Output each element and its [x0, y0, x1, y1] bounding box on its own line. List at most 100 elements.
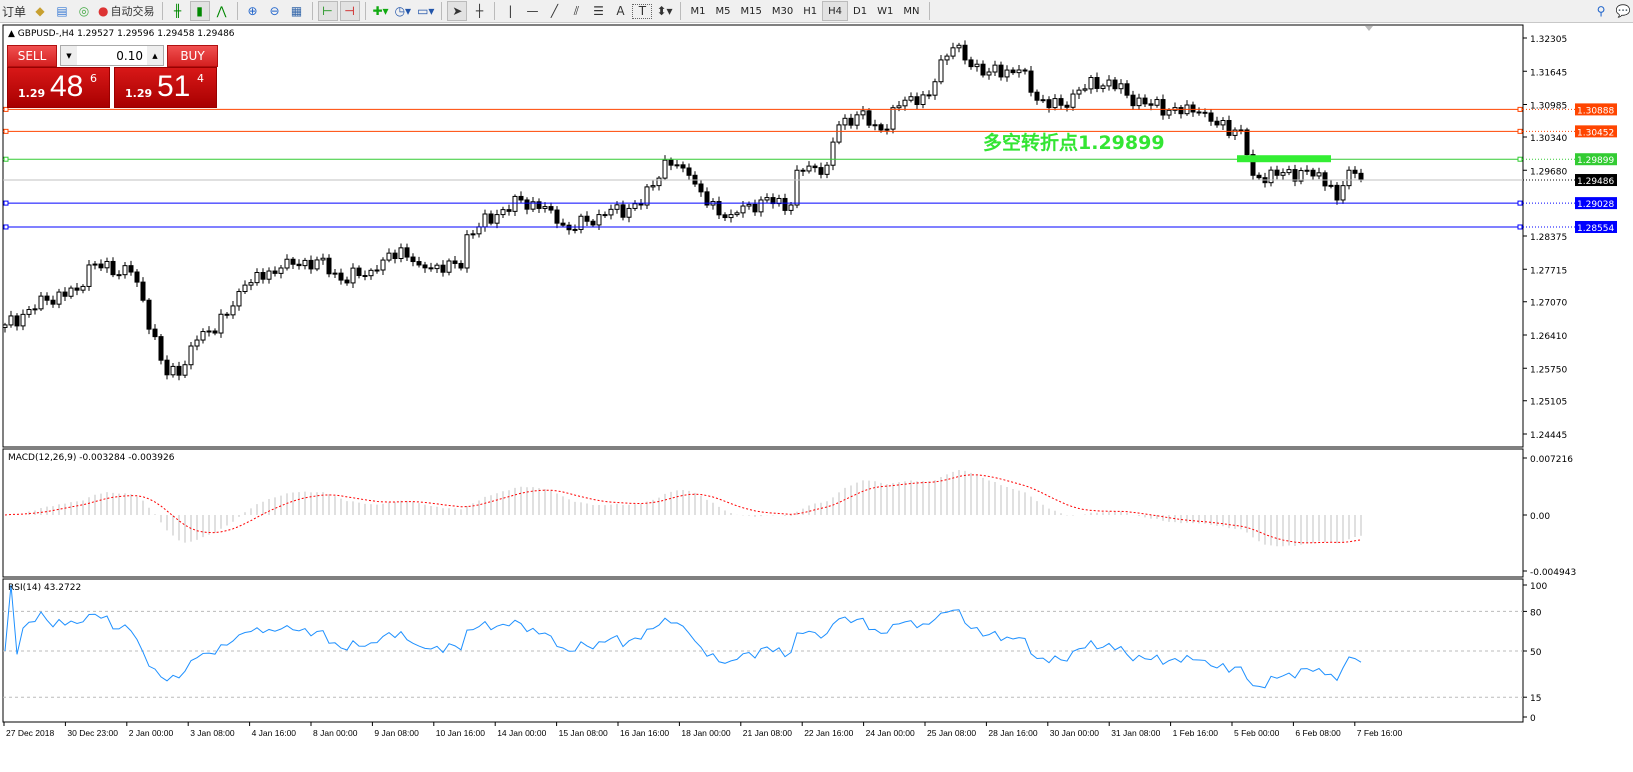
periods-icon[interactable]: ◷▾: [394, 4, 412, 18]
fibonacci-icon[interactable]: ☰: [593, 4, 604, 18]
line-price-tag: [1575, 197, 1617, 210]
timeframe-m1[interactable]: M1: [690, 5, 706, 17]
candle: [830, 137, 836, 171]
templates-icon[interactable]: ▭▾: [417, 4, 435, 18]
lot-decrease-icon[interactable]: ▼: [61, 46, 77, 65]
data-window-icon[interactable]: ▤: [56, 4, 68, 18]
candle-body: [722, 214, 728, 219]
candle: [206, 326, 212, 337]
candle-body: [794, 169, 800, 206]
candle: [956, 42, 962, 53]
sell-price-button[interactable]: 1.29 48 6: [7, 67, 110, 108]
candle: [1046, 96, 1052, 113]
zoom-out-icon[interactable]: ⊖: [269, 4, 280, 18]
candle: [296, 259, 302, 270]
vertical-line-icon[interactable]: |: [508, 4, 513, 18]
candle-body: [788, 204, 794, 211]
candle-body: [1094, 77, 1100, 89]
candle: [968, 56, 974, 70]
candle: [368, 268, 374, 280]
candle: [1322, 170, 1328, 191]
time-tick-label: 4 Jan 16:00: [252, 728, 297, 738]
arrows-icon[interactable]: ⬍▾: [656, 4, 673, 18]
candle: [1340, 181, 1346, 204]
candle-body: [980, 63, 986, 76]
candle: [518, 191, 524, 203]
search-icon[interactable]: ⚲: [1596, 4, 1606, 18]
signal-icon[interactable]: ◎: [78, 4, 90, 18]
candlestick-icon[interactable]: ▮: [189, 1, 210, 21]
candle-body: [1232, 129, 1238, 136]
timeframe-m30[interactable]: M30: [771, 5, 794, 17]
candle: [128, 260, 134, 276]
timeframe-h4[interactable]: H4: [822, 1, 849, 21]
candle: [698, 180, 704, 197]
divider: [311, 2, 313, 20]
candle-body: [1328, 184, 1334, 187]
candle: [416, 256, 422, 268]
candle: [1208, 108, 1214, 126]
chart-shift-icon[interactable]: ⊢: [317, 1, 338, 21]
candle-body: [866, 110, 872, 126]
candle-body: [620, 204, 626, 218]
timeframe-h1[interactable]: H1: [803, 5, 818, 17]
candle-body: [1244, 129, 1250, 156]
candle-body: [140, 281, 146, 301]
candle-body: [1214, 120, 1220, 126]
chat-icon[interactable]: 💬: [1615, 4, 1631, 18]
candle-body: [164, 359, 170, 376]
tile-windows-icon[interactable]: ▦: [290, 4, 303, 18]
candle-body: [872, 124, 878, 127]
candle-body: [1226, 119, 1232, 136]
candle: [218, 309, 224, 338]
timeframe-mn[interactable]: MN: [903, 5, 920, 17]
candle-body: [80, 285, 86, 291]
candle-body: [20, 313, 26, 327]
lot-increase-icon[interactable]: ▲: [147, 46, 163, 65]
text-icon[interactable]: A: [616, 4, 625, 18]
timeframe-m15[interactable]: M15: [740, 5, 762, 17]
lot-size-field[interactable]: ▼ 0.10 ▲: [60, 45, 164, 66]
text-label-icon[interactable]: T: [632, 3, 653, 19]
indicators-icon[interactable]: ✚▾: [372, 4, 389, 18]
candle: [854, 111, 860, 130]
pivot-annotation[interactable]: 多空转折点1.29899: [983, 132, 1165, 154]
lot-size-value[interactable]: 0.10: [116, 48, 143, 63]
candle: [860, 106, 866, 120]
candle: [176, 361, 182, 381]
candle-body: [458, 262, 464, 269]
autoscroll-icon[interactable]: ⊣: [339, 1, 360, 21]
candle-body: [188, 345, 194, 366]
crosshair-icon[interactable]: ┼: [475, 4, 484, 18]
gold-bars-icon[interactable]: ◆: [35, 4, 45, 18]
bar-chart-icon[interactable]: ╫: [173, 4, 182, 18]
time-tick-label: 15 Jan 08:00: [559, 728, 608, 738]
candle: [332, 269, 338, 279]
candle-body: [1028, 70, 1034, 93]
horizontal-line-icon[interactable]: —: [526, 4, 539, 18]
candle: [554, 206, 560, 229]
trendline-icon[interactable]: ╱: [550, 4, 559, 18]
candle: [506, 204, 512, 216]
timeframe-m5[interactable]: M5: [715, 5, 731, 17]
candle-body: [656, 177, 662, 187]
fibonacci-channel-icon[interactable]: ⫽: [573, 3, 580, 18]
orders-label[interactable]: 订单: [2, 4, 27, 19]
buy-button[interactable]: BUY: [167, 45, 218, 67]
candle: [1124, 80, 1130, 99]
zoom-in-icon[interactable]: ⊕: [247, 4, 258, 18]
candle-body: [1358, 172, 1364, 181]
candle: [842, 114, 848, 130]
timeframe-w1[interactable]: W1: [877, 5, 894, 17]
line-chart-icon[interactable]: ⋀: [216, 4, 227, 18]
timeframe-d1[interactable]: D1: [853, 5, 868, 17]
auto-trading-button[interactable]: ● 自动交易: [96, 1, 156, 21]
collapse-triangle-icon[interactable]: ▲: [8, 29, 15, 39]
buy-price-button[interactable]: 1.29 51 4: [114, 67, 217, 108]
candle-body: [950, 47, 956, 57]
cursor-icon[interactable]: ➤: [447, 1, 468, 21]
candle-body: [392, 252, 398, 259]
candle: [1280, 168, 1286, 181]
sell-button[interactable]: SELL: [7, 45, 57, 67]
